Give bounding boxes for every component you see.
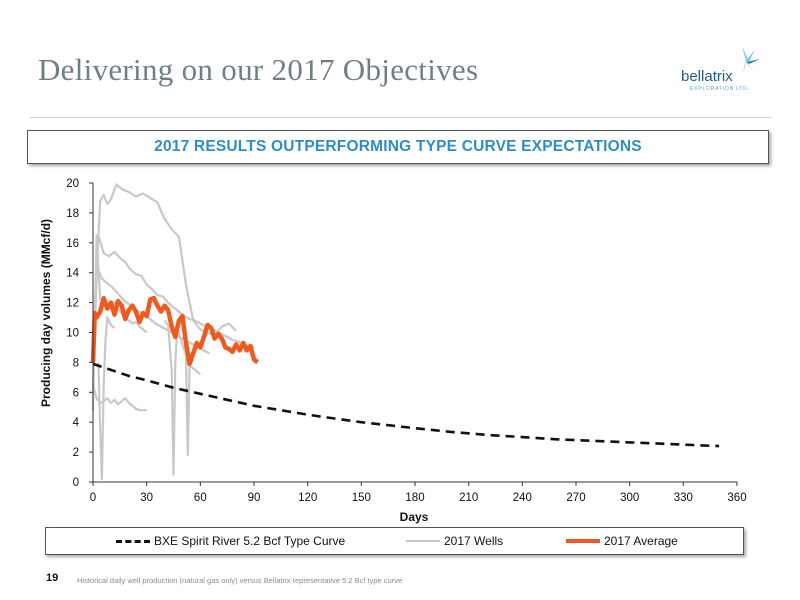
legend-label-average: 2017 Average bbox=[604, 534, 678, 548]
y-tick-label: 8 bbox=[73, 357, 79, 369]
well-line-5 bbox=[91, 384, 147, 412]
x-tick-label: 360 bbox=[727, 492, 746, 504]
well-line-2 bbox=[91, 234, 255, 363]
legend-label-type-curve: BXE Spirit River 5.2 Bcf Type Curve bbox=[154, 534, 346, 548]
x-tick-label: 210 bbox=[459, 492, 478, 504]
x-tick-label: 0 bbox=[90, 492, 96, 504]
page-title: Delivering on our 2017 Objectives bbox=[38, 52, 479, 87]
page-number: 19 bbox=[46, 572, 59, 584]
x-tick-label: 120 bbox=[298, 492, 317, 504]
legend-item-type-curve: BXE Spirit River 5.2 Bcf Type Curve bbox=[116, 528, 345, 554]
y-tick-label: 12 bbox=[66, 298, 79, 310]
well-line-3 bbox=[91, 264, 210, 355]
legend-label-wells: 2017 Wells bbox=[444, 534, 504, 548]
axes: 0 2 4 6 8 10 12 14 16 18 20 0 30 60 90 120 150 180 210 240 2… bbox=[66, 178, 746, 504]
y-tick-label: 18 bbox=[66, 208, 79, 220]
legend-swatch-type-curve bbox=[116, 539, 150, 543]
production-chart: 0 2 4 6 8 10 12 14 16 18 20 0 30 60 90 120 150 180 210 240 2… bbox=[39, 178, 747, 524]
company-logo: bellatrix EXPLORATION LTD. bbox=[676, 42, 766, 102]
x-tick-label: 330 bbox=[674, 492, 693, 504]
x-tick-label: 270 bbox=[566, 492, 585, 504]
x-axis-label: Days bbox=[400, 510, 429, 524]
legend-item-wells: 2017 Wells bbox=[406, 528, 503, 554]
x-tick-label: 240 bbox=[513, 492, 532, 504]
logo-wordmark: bellatrix bbox=[681, 68, 733, 85]
average-line bbox=[90, 295, 260, 367]
y-tick-label: 4 bbox=[73, 417, 80, 429]
type-curve-line bbox=[92, 362, 720, 448]
x-tick-label: 180 bbox=[405, 492, 424, 504]
results-banner: 2017 RESULTS OUTPERFORMING TYPE CURVE EX… bbox=[27, 130, 769, 164]
logo-subtitle: EXPLORATION LTD. bbox=[690, 86, 750, 92]
y-tick-label: 6 bbox=[73, 387, 79, 399]
x-tick-label: 90 bbox=[248, 492, 261, 504]
legend-swatch-average bbox=[566, 539, 600, 543]
legend-swatch-wells bbox=[406, 540, 440, 542]
y-tick-label: 10 bbox=[66, 328, 79, 340]
y-tick-label: 0 bbox=[73, 477, 79, 489]
legend-item-average: 2017 Average bbox=[566, 528, 678, 554]
y-tick-label: 16 bbox=[66, 238, 79, 250]
banner-text: 2017 RESULTS OUTPERFORMING TYPE CURVE EX… bbox=[154, 138, 642, 155]
y-tick-label: 2 bbox=[73, 447, 79, 459]
chart-legend: BXE Spirit River 5.2 Bcf Type Curve 2017… bbox=[45, 527, 744, 555]
y-tick-label: 20 bbox=[66, 178, 79, 190]
well-line-1 bbox=[91, 183, 237, 393]
well-line-6 bbox=[97, 316, 116, 481]
x-tick-label: 300 bbox=[620, 492, 639, 504]
title-divider bbox=[30, 117, 772, 118]
x-tick-label: 60 bbox=[194, 492, 207, 504]
star-burst-icon bbox=[733, 46, 760, 74]
x-tick-label: 150 bbox=[352, 492, 371, 504]
footnote: Historical daily well production (natura… bbox=[77, 576, 403, 585]
x-tick-label: 30 bbox=[140, 492, 153, 504]
y-tick-label: 14 bbox=[66, 268, 79, 280]
y-axis-label: Producing day volumes (MMcf/d) bbox=[39, 219, 53, 407]
plot-area bbox=[90, 183, 720, 481]
